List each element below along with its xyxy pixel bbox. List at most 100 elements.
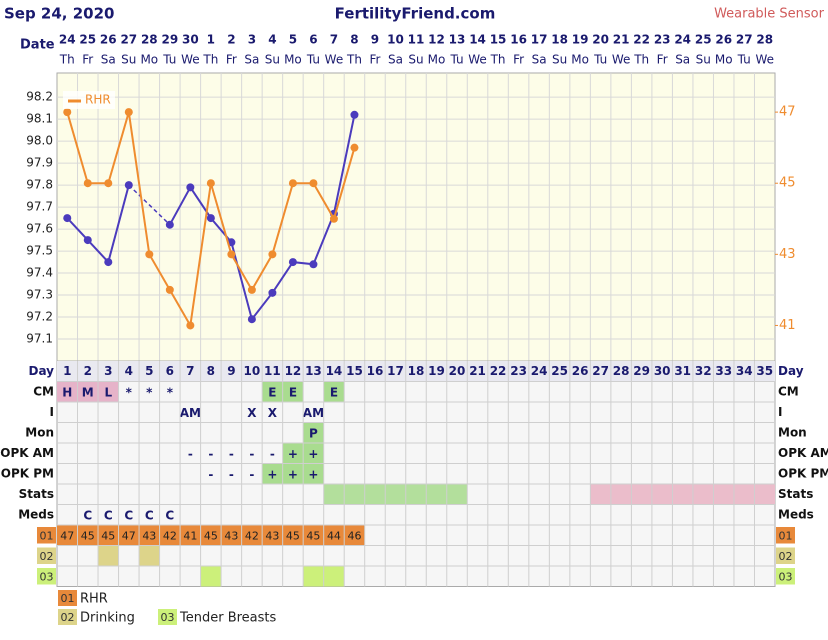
tag-value: 47	[122, 529, 136, 542]
tag-cell	[323, 566, 345, 587]
table-bg	[56, 360, 776, 587]
tag-value: 42	[163, 529, 177, 542]
tag-code-right: 02	[779, 550, 793, 563]
tag-value: 45	[101, 529, 115, 542]
tag-code-box	[37, 527, 56, 544]
tag-code: 02	[40, 550, 54, 563]
date-label: 2	[227, 33, 235, 47]
cell-text: X	[268, 406, 278, 420]
cell-text: +	[308, 467, 318, 481]
cell-fill	[303, 443, 324, 464]
cell-text: C	[83, 508, 92, 522]
day-number: 35	[756, 364, 773, 378]
cell-text: C	[145, 508, 154, 522]
cell-text: E	[330, 385, 338, 399]
data-point	[63, 214, 72, 223]
data-point	[288, 179, 297, 188]
weekday-label: Fr	[657, 53, 668, 67]
day-number: 14	[326, 364, 343, 378]
tag-value: 42	[245, 529, 259, 542]
tag-value: 45	[204, 529, 218, 542]
series-line	[168, 114, 356, 322]
weekday-label: Fr	[369, 53, 380, 67]
cell-text: +	[288, 467, 298, 481]
data-point	[309, 179, 318, 188]
data-point	[63, 108, 72, 117]
day-number: 33	[715, 364, 732, 378]
data-point	[124, 181, 133, 190]
day-number: 21	[469, 364, 486, 378]
tag-code-right: 03	[779, 570, 793, 583]
date-label: 23	[654, 33, 671, 47]
cell-text: +	[308, 447, 318, 461]
y-tick-label: 97.5	[26, 244, 53, 258]
y-tick-label: 97.7	[26, 200, 53, 214]
date-label: 20	[592, 33, 609, 47]
date-label: Date	[20, 38, 55, 53]
row-label-right: Stats	[778, 487, 813, 501]
row-label: Mon	[25, 425, 54, 439]
tag-cell	[98, 545, 119, 566]
cell-text: *	[146, 385, 153, 399]
cell-text: -	[229, 447, 234, 461]
date-label: 25	[695, 33, 712, 47]
date-label: 13	[449, 33, 466, 47]
day-number: 2	[84, 364, 92, 378]
day-number: 18	[408, 364, 425, 378]
tag-cell	[98, 525, 119, 546]
y-tick-label: 98.1	[26, 112, 53, 126]
row-label-right: Mon	[778, 425, 807, 439]
cell-text: H	[62, 385, 72, 399]
data-point	[268, 250, 277, 259]
data-point	[227, 250, 236, 259]
cell-text: -	[249, 467, 254, 481]
gap-connector	[128, 184, 171, 226]
day-label: Day	[28, 364, 54, 378]
cell-text: -	[270, 447, 275, 461]
y-tick-label: 97.6	[26, 222, 53, 236]
row-label: CM	[33, 384, 54, 398]
data-point	[83, 236, 92, 245]
weekday-label: We	[612, 53, 631, 67]
tag-value: 46	[347, 529, 361, 542]
tag-code-box-right	[776, 547, 795, 564]
date-label: 30	[182, 33, 199, 47]
day-number: 19	[428, 364, 445, 378]
tag-cell	[118, 525, 140, 546]
day-number: 32	[695, 364, 712, 378]
cell-fill	[631, 484, 652, 505]
tag-cell	[200, 566, 222, 587]
cell-text: -	[188, 447, 193, 461]
cell-fill	[426, 484, 447, 505]
row-label-right: OPK AM	[778, 446, 828, 460]
weekday-label: Mo	[140, 53, 158, 67]
weekday-label: Su	[552, 53, 567, 67]
day-number: 17	[387, 364, 404, 378]
date-label: 28	[141, 33, 158, 47]
legend-code-box	[158, 609, 177, 625]
weekday-label: Sa	[675, 53, 690, 67]
row-label-right: OPK PM	[778, 466, 828, 480]
cell-fill	[754, 484, 775, 505]
date-label: 28	[756, 33, 773, 47]
day-number: 7	[186, 364, 194, 378]
tag-value: 45	[81, 529, 95, 542]
date-label: 26	[715, 33, 732, 47]
weekday-label: Tu	[737, 53, 751, 67]
tag-cell	[344, 525, 365, 546]
data-point	[329, 214, 338, 223]
day-number: 30	[654, 364, 671, 378]
tag-cell	[139, 525, 160, 546]
date-label: 6	[309, 33, 317, 47]
cell-fill	[733, 484, 755, 505]
cell-fill	[323, 381, 345, 402]
chart-date: Sep 24, 2020	[4, 5, 114, 23]
tag-value: 44	[327, 529, 341, 542]
tag-code: 01	[40, 529, 54, 542]
date-label: 24	[59, 33, 76, 47]
date-label: 16	[510, 33, 527, 47]
date-label: 10	[387, 33, 404, 47]
cell-fill	[610, 484, 632, 505]
legend-box	[63, 91, 115, 109]
cell-fill	[692, 484, 714, 505]
